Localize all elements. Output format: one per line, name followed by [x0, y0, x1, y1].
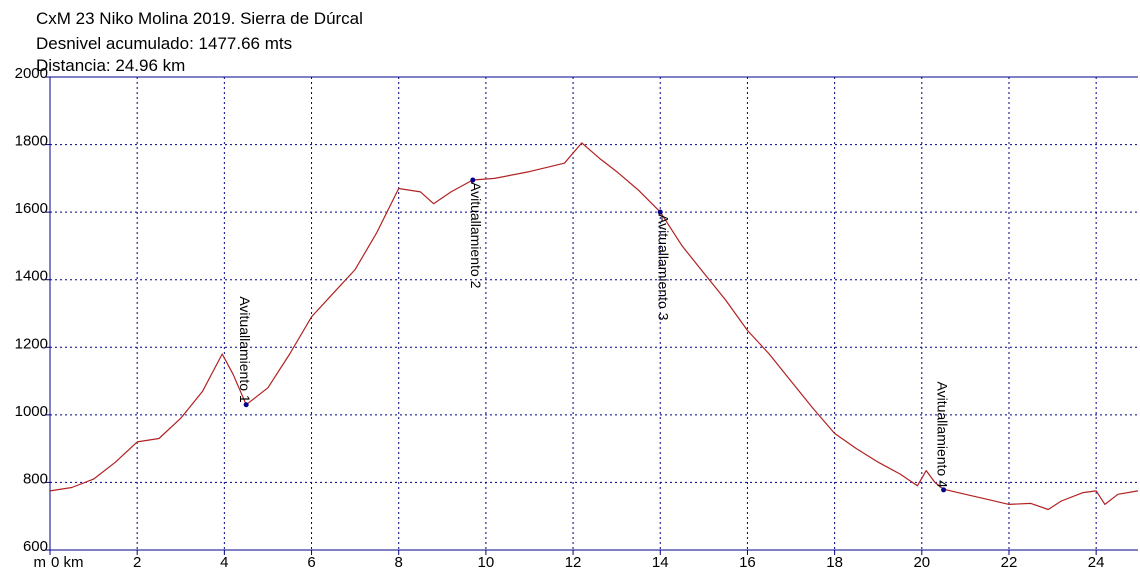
- chart-title: CxM 23 Niko Molina 2019. Sierra de Dúrca…: [36, 9, 363, 28]
- grid-layer: [50, 76, 1138, 550]
- x-tick-label-0: 0 km: [51, 554, 84, 571]
- y-tick-label-800: 800: [23, 470, 48, 487]
- aid-station-marker-2: [470, 177, 476, 183]
- y-tick-label-1800: 1800: [15, 133, 48, 150]
- x-tick-label-8: 8: [395, 554, 403, 571]
- aid-station-label-1: Avituallamiento 1: [237, 296, 253, 403]
- x-tick-label-16: 16: [739, 554, 756, 571]
- x-tick-label-2: 2: [133, 554, 141, 571]
- aid-station-label-2: Avituallamiento 2: [468, 182, 484, 289]
- series-layer: [49, 142, 1139, 511]
- x-tick-label-24: 24: [1088, 554, 1105, 571]
- aid-station-marker-4: [941, 487, 947, 493]
- y-tick-label-1000: 1000: [15, 403, 48, 420]
- y-tick-label-1400: 1400: [15, 268, 48, 285]
- chart-subtitle-elevation-gain: Desnivel acumulado: 1477.66 mts: [36, 34, 293, 53]
- x-tick-label-14: 14: [652, 554, 669, 571]
- x-tick-label-10: 10: [478, 554, 495, 571]
- aid-station-label-4: Avituallamiento 4: [935, 382, 951, 489]
- x-tick-label-4: 4: [220, 554, 228, 571]
- y-tick-label-600: 600: [23, 538, 48, 555]
- axis-layer: [46, 76, 1138, 555]
- aid-station-label-3: Avituallamiento 3: [655, 214, 671, 321]
- x-tick-label-18: 18: [826, 554, 843, 571]
- aid-station-marker-3: [657, 209, 663, 215]
- annotation-layer: Avituallamiento 1 Avituallamiento 2 Avitua…: [237, 177, 951, 493]
- y-tick-label-1600: 1600: [15, 200, 48, 217]
- aid-station-marker-1: [243, 402, 249, 408]
- x-tick-label-12: 12: [565, 554, 582, 571]
- x-axis-prefix-label: m: [34, 554, 47, 571]
- x-tick-label-6: 6: [307, 554, 315, 571]
- chart-subtitle-distance: Distancia: 24.96 km: [36, 56, 186, 75]
- x-tick-label-22: 22: [1001, 554, 1018, 571]
- y-tick-label-1200: 1200: [15, 335, 48, 352]
- y-tick-label-2000: 2000: [15, 65, 48, 82]
- x-tick-label-20: 20: [913, 554, 930, 571]
- elevation-series-line-0: [49, 142, 1139, 511]
